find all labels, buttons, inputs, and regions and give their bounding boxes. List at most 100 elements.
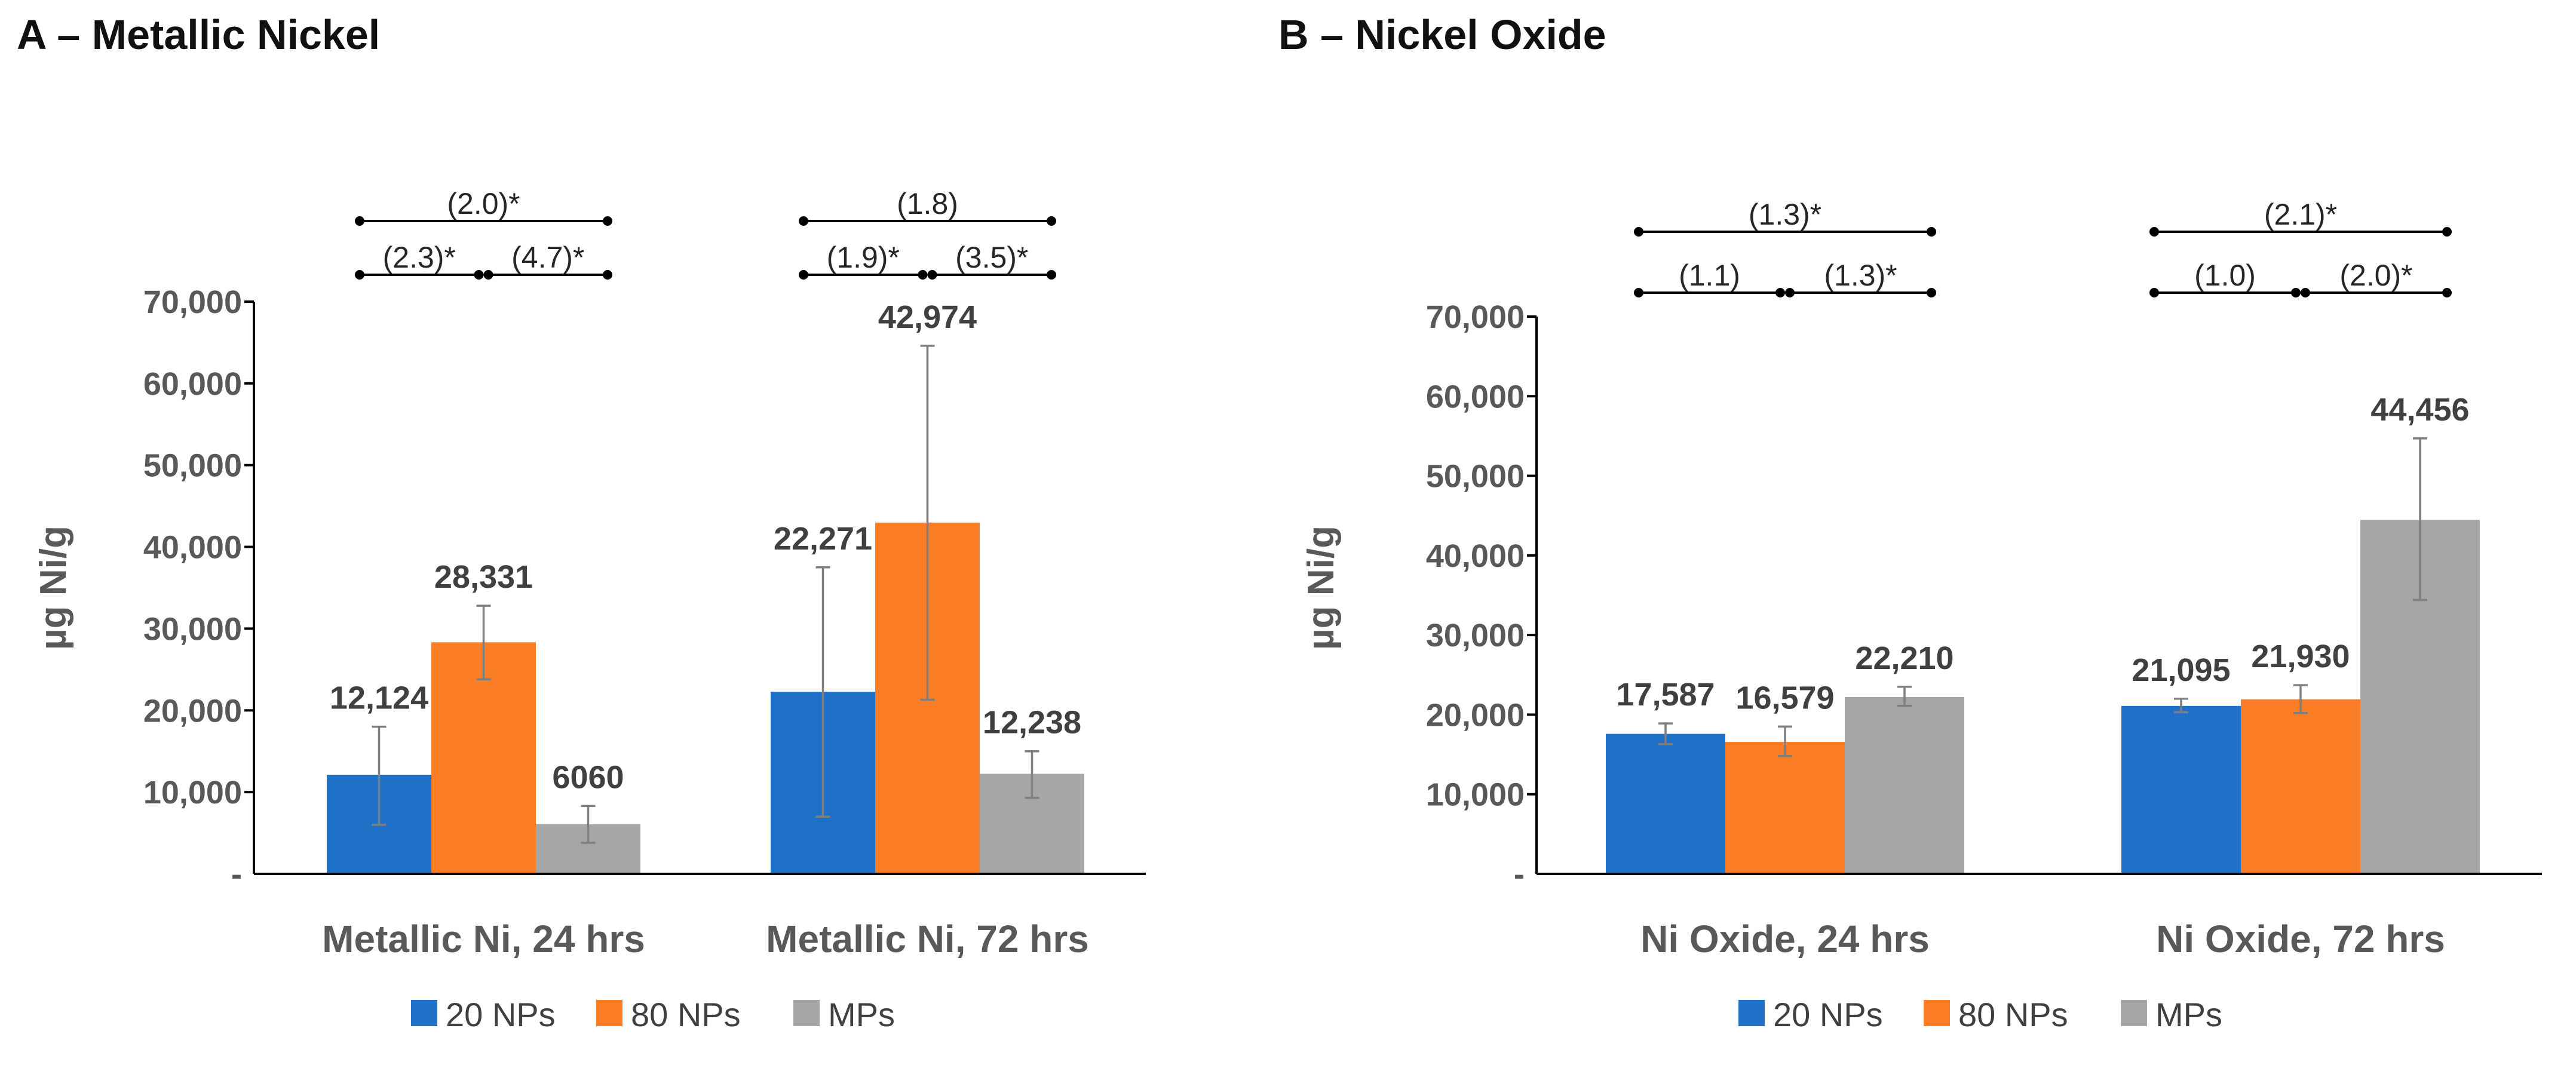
- bracket-end-dot: [2149, 288, 2159, 297]
- y-tick-label: 10,000: [143, 775, 242, 811]
- y-tick-label: 30,000: [143, 611, 242, 647]
- bar-mps: [1845, 696, 1964, 874]
- y-tick-label: 20,000: [1426, 697, 1525, 733]
- data-label: 21,930: [2251, 639, 2350, 674]
- x-category-label: Ni Oxide, 72 hrs: [2156, 917, 2445, 960]
- bracket-end-dot: [483, 270, 493, 280]
- bracket-end-dot: [1047, 216, 1056, 226]
- data-label: 6060: [552, 759, 624, 795]
- y-tick-label: 10,000: [1426, 777, 1525, 813]
- data-label: 22,210: [1855, 640, 1954, 676]
- data-label: 44,456: [2370, 392, 2469, 428]
- comparison-bracket: (2.0)*: [355, 187, 612, 226]
- data-label: 17,587: [1616, 677, 1715, 713]
- x-category-label: Metallic Ni, 24 hrs: [322, 917, 645, 960]
- y-tick-label: 50,000: [143, 448, 242, 484]
- y-tick-label: 60,000: [1426, 379, 1525, 415]
- bracket-end-dot: [603, 270, 612, 280]
- chart-panel-b: B – Nickel Oxide - 10,000 20,000 30,000 40,00…: [1278, 11, 2542, 1033]
- comparison-bracket: (4.7)*: [483, 241, 612, 280]
- y-tick-label: 70,000: [1426, 299, 1525, 335]
- bracket-end-dot: [799, 216, 808, 226]
- fold-change-label: (1.3)*: [1749, 198, 1821, 231]
- comparison-bracket: (1.3)*: [1634, 198, 1936, 237]
- bracket-end-dot: [799, 270, 808, 280]
- y-tick-label: 70,000: [143, 284, 242, 320]
- legend: 20 NPs 80 NPs MPs: [411, 996, 895, 1033]
- bar-20-nps: [1606, 734, 1725, 874]
- fold-change-label: (2.1)*: [2264, 198, 2337, 231]
- legend-label: MPs: [2155, 996, 2222, 1033]
- bar-80-nps: [1725, 742, 1845, 874]
- bracket-end-dot: [474, 270, 484, 280]
- comparison-bracket: (3.5)*: [927, 241, 1056, 280]
- y-tick-label: 30,000: [1426, 618, 1525, 653]
- legend-label: 80 NPs: [631, 996, 741, 1033]
- legend-label: 20 NPs: [446, 996, 556, 1033]
- legend: 20 NPs 80 NPs MPs: [1738, 996, 2222, 1033]
- fold-change-label: (4.7)*: [511, 241, 584, 274]
- bracket-end-dot: [2291, 288, 2301, 297]
- fold-change-label: (2.0)*: [2339, 259, 2412, 292]
- x-category-label: Metallic Ni, 72 hrs: [766, 917, 1089, 960]
- y-tick-label: 40,000: [1426, 538, 1525, 574]
- bracket-end-dot: [1047, 270, 1056, 280]
- comparison-bracket: (1.0): [2149, 259, 2301, 297]
- fold-change-label: (1.1): [1679, 259, 1740, 292]
- bracket-end-dot: [355, 216, 364, 226]
- legend-swatch: [596, 1000, 622, 1026]
- legend-swatch: [411, 1000, 437, 1026]
- bracket-end-dot: [1634, 288, 1643, 297]
- y-tick-label: 20,000: [143, 693, 242, 729]
- panel-title: A – Metallic Nickel: [17, 11, 380, 58]
- bracket-end-dot: [355, 270, 364, 280]
- y-axis-title: µg Ni/g: [33, 526, 74, 650]
- fold-change-label: (1.9)*: [827, 241, 900, 274]
- y-axis-title: µg Ni/g: [1301, 526, 1342, 650]
- bracket-end-dot: [1785, 288, 1795, 297]
- legend-swatch: [1738, 1000, 1765, 1026]
- fold-change-label: (1.0): [2194, 259, 2256, 292]
- bracket-end-dot: [2149, 227, 2159, 237]
- data-label: 42,974: [878, 299, 977, 335]
- y-tick-label: 60,000: [143, 366, 242, 402]
- legend-swatch: [1924, 1000, 1950, 1026]
- data-label: 28,331: [434, 559, 533, 595]
- fold-change-label: (1.3)*: [1824, 259, 1897, 292]
- data-label: 22,271: [774, 521, 872, 557]
- bar-20-nps: [2121, 705, 2241, 874]
- y-tick-label: -: [1514, 857, 1525, 892]
- comparison-bracket: (1.8): [799, 187, 1056, 226]
- legend-label: 80 NPs: [1958, 996, 2068, 1033]
- legend-label: 20 NPs: [1773, 996, 1883, 1033]
- comparison-bracket: (1.9)*: [799, 241, 928, 280]
- fold-change-label: (2.0)*: [447, 187, 520, 220]
- bracket-end-dot: [1927, 288, 1936, 297]
- comparison-bracket: (2.3)*: [355, 241, 484, 280]
- bracket-end-dot: [2301, 288, 2310, 297]
- y-tick-label: -: [231, 857, 242, 892]
- data-label: 12,124: [330, 680, 428, 716]
- bracket-end-dot: [603, 216, 612, 226]
- y-tick-label: 40,000: [143, 530, 242, 566]
- comparison-bracket: (1.1): [1634, 259, 1785, 297]
- bar-80-nps: [431, 642, 536, 874]
- legend-swatch: [793, 1000, 820, 1026]
- chart-panel-a: A – Metallic Nickel - 10,000 20,000 30,000 40…: [17, 11, 1146, 1033]
- bracket-end-dot: [2442, 227, 2452, 237]
- bracket-end-dot: [927, 270, 937, 280]
- fold-change-label: (1.8): [897, 187, 958, 220]
- bracket-end-dot: [1775, 288, 1785, 297]
- bracket-end-dot: [918, 270, 928, 280]
- fold-change-label: (2.3)*: [383, 241, 456, 274]
- fold-change-label: (3.5)*: [955, 241, 1028, 274]
- comparison-bracket: (2.0)*: [2301, 259, 2452, 297]
- panel-title: B – Nickel Oxide: [1278, 11, 1606, 58]
- legend-label: MPs: [828, 996, 895, 1033]
- bracket-end-dot: [2442, 288, 2452, 297]
- x-category-label: Ni Oxide, 24 hrs: [1640, 917, 1930, 960]
- y-tick-label: 50,000: [1426, 459, 1525, 495]
- bar-80-nps: [2241, 699, 2360, 874]
- legend-swatch: [2121, 1000, 2147, 1026]
